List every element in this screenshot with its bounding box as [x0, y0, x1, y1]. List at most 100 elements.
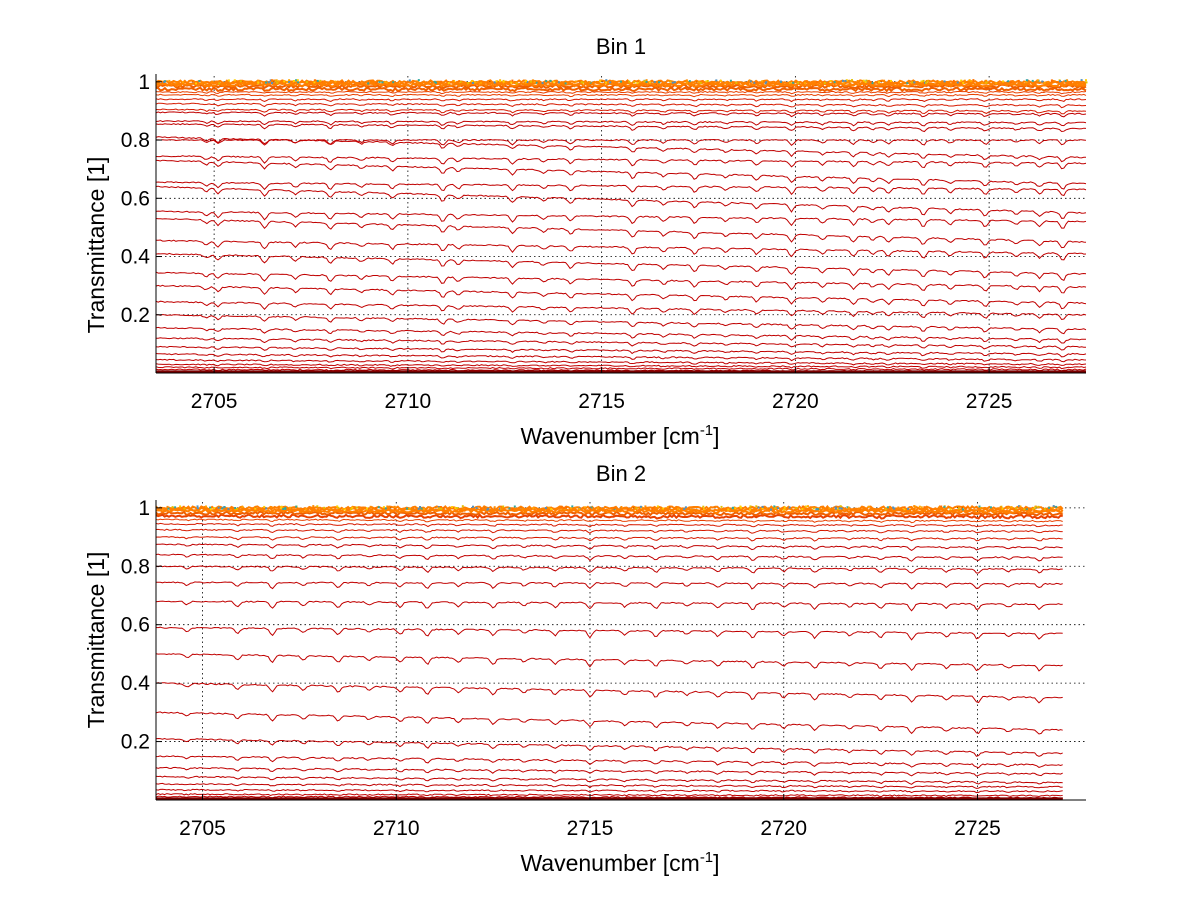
- speckle-point: [167, 507, 170, 510]
- speckle-point: [207, 81, 210, 84]
- series-line: [155, 108, 1087, 115]
- speckle-point: [797, 81, 800, 84]
- speckle-point: [1041, 80, 1044, 83]
- speckle-point: [218, 82, 221, 85]
- speckle-point: [416, 81, 419, 83]
- speckle-point: [925, 81, 928, 84]
- x-axis-label-main: Wavenumber [cm: [520, 850, 699, 876]
- speckle-point: [574, 506, 577, 509]
- speckle-point: [382, 506, 385, 509]
- speckle-point: [677, 507, 680, 510]
- series-line: [155, 98, 1087, 103]
- speckle-point: [732, 506, 734, 509]
- speckle-point: [179, 505, 182, 508]
- series-line: [155, 210, 1087, 229]
- speckle-point: [999, 506, 1002, 509]
- speckle-point: [545, 80, 548, 83]
- speckle-point: [280, 506, 283, 509]
- x-axis-label-main: Wavenumber [cm: [520, 423, 699, 449]
- speckle-point: [276, 81, 279, 84]
- speckle-point: [999, 507, 1001, 510]
- x-tick-label: 2705: [191, 390, 238, 413]
- speckle-point: [788, 506, 791, 509]
- series-line: [155, 711, 1063, 735]
- series-line: [155, 518, 1063, 524]
- series-line: [155, 626, 1063, 641]
- y-tick-label: 1: [138, 71, 150, 94]
- speckle-point: [956, 81, 959, 84]
- speckle-point: [893, 507, 896, 510]
- speckle-point: [217, 506, 220, 509]
- series-line: [155, 553, 1063, 562]
- speckle-point: [911, 81, 914, 84]
- y-tick-label: 0.2: [121, 731, 150, 754]
- speckle-point: [851, 79, 853, 82]
- y-axis-label: Transmittance [1]: [83, 157, 109, 334]
- speckle-point: [867, 505, 870, 508]
- speckle-point: [735, 81, 738, 84]
- speckle-point: [288, 81, 291, 83]
- speckle-point: [227, 508, 230, 511]
- speckle-point: [233, 79, 236, 82]
- speckle-point: [417, 79, 420, 82]
- chart-panel-bin-2: 2705 2710 2715 2720 2725 0.2 0.4 0.6 0.8 1 Bin 2 Tr…: [83, 461, 1086, 876]
- speckle-point: [801, 505, 804, 508]
- speckle-point: [842, 79, 844, 82]
- speckle-point: [179, 80, 182, 83]
- speckle-point: [515, 82, 518, 85]
- series-line: [155, 543, 1063, 551]
- speckle-point: [316, 505, 319, 508]
- speckle-point: [578, 508, 581, 510]
- speckle-point: [560, 506, 563, 508]
- speckle-point: [511, 508, 514, 511]
- speckle-point: [883, 79, 886, 82]
- series-line: [155, 775, 1063, 785]
- speckle-point: [727, 508, 730, 511]
- speckle-point: [200, 82, 203, 85]
- speckle-point: [846, 506, 849, 509]
- speckle-point: [862, 79, 865, 82]
- speckle-point: [702, 508, 705, 511]
- speckle-point: [613, 507, 616, 510]
- speckle-point: [1085, 81, 1088, 84]
- speckle-point: [952, 79, 955, 82]
- series-line: [156, 313, 1087, 335]
- speckle-point: [493, 506, 496, 509]
- speckle-point: [782, 508, 785, 511]
- speckle-point: [397, 82, 400, 85]
- speckle-point: [451, 506, 454, 508]
- speckle-point: [1010, 506, 1013, 509]
- speckle-point: [702, 505, 705, 508]
- series-line: [155, 528, 1063, 534]
- speckle-point: [655, 506, 658, 509]
- speckle-point: [366, 507, 368, 510]
- speckle-point: [701, 508, 704, 511]
- speckle-point: [753, 81, 756, 84]
- speckle-point: [766, 507, 768, 510]
- series-line: [155, 111, 1087, 118]
- speckle-point: [312, 505, 315, 508]
- speckle-point: [321, 80, 324, 83]
- speckle-point: [620, 506, 623, 508]
- speckle-point: [571, 505, 574, 508]
- speckle-point: [684, 506, 687, 509]
- speckle-point: [1052, 505, 1055, 508]
- x-tick-label: 2705: [179, 817, 226, 840]
- speckle-point: [174, 506, 177, 509]
- speckle-point: [437, 507, 440, 510]
- speckle-point: [980, 507, 983, 510]
- speckle-point: [350, 508, 352, 511]
- speckle-point: [329, 508, 332, 511]
- speckle-point: [479, 81, 482, 84]
- speckle-point: [897, 506, 900, 509]
- speckle-point: [562, 507, 565, 510]
- series-line: [155, 536, 1063, 542]
- speckle-point: [844, 79, 847, 82]
- speckle-point: [957, 507, 960, 510]
- speckle-point: [467, 82, 470, 85]
- speckle-point: [636, 82, 639, 85]
- y-tick-label: 1: [138, 497, 150, 520]
- speckle-point: [888, 508, 891, 511]
- speckle-point: [544, 507, 547, 510]
- speckle-point: [355, 506, 358, 509]
